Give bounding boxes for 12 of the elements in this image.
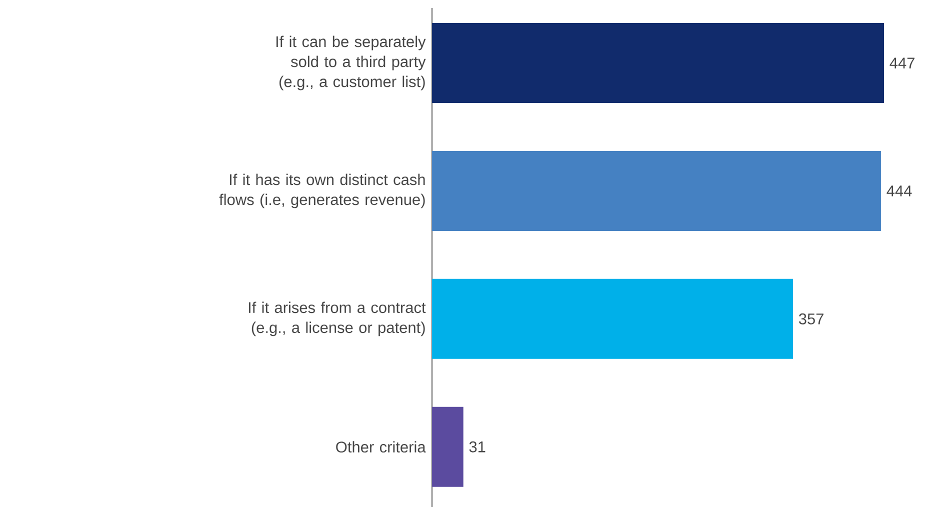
data-label: 357 <box>798 313 824 324</box>
bar <box>432 150 881 231</box>
bar <box>432 278 793 359</box>
y-tick-label: If it has its own distinct cash flows (i.e, generates revenue) <box>219 174 425 208</box>
y-tick-label: If it arises from a contract (e.g., a license or patent) <box>248 301 426 336</box>
data-label: 444 <box>886 185 912 196</box>
bar <box>432 22 884 103</box>
y-tick-label: Other criteria <box>336 440 426 452</box>
bar <box>432 406 464 487</box>
y-tick-label: If it can be separately sold to a third party (e.g., a customer list) <box>276 36 426 90</box>
data-label: 447 <box>890 57 914 68</box>
data-label: 31 <box>469 441 486 452</box>
